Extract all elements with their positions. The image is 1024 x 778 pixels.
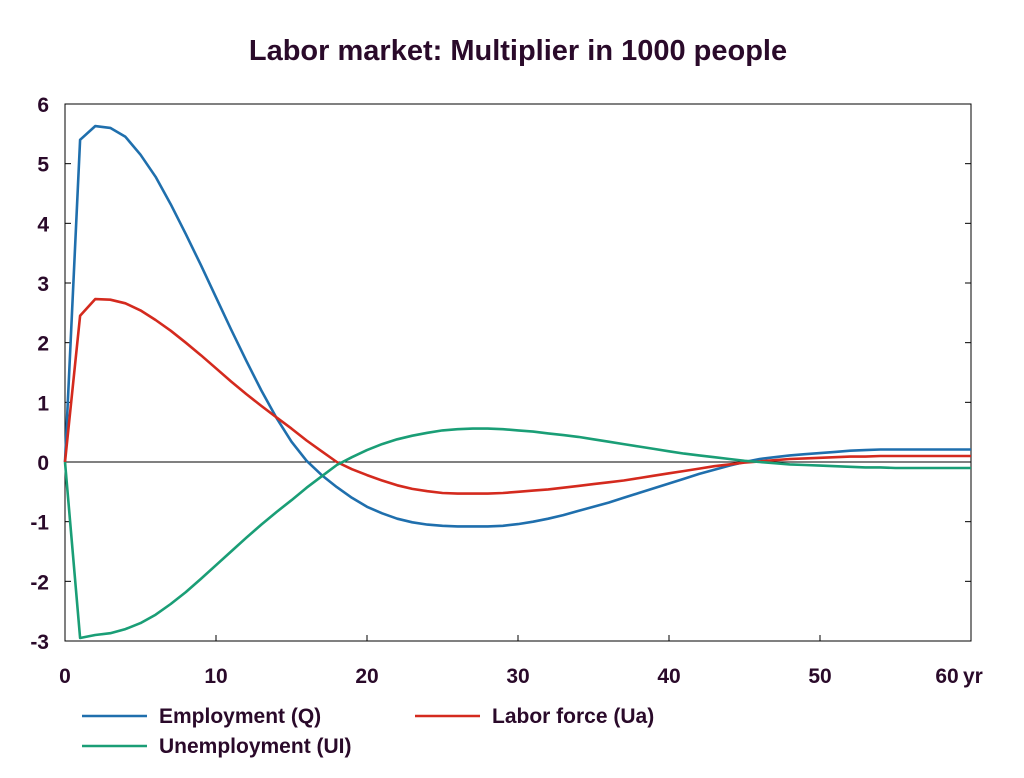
x-tick-label: 0 xyxy=(59,665,71,688)
series-line-1 xyxy=(63,124,971,528)
plot-area xyxy=(64,103,972,642)
legend-label-1: Employment (Q) xyxy=(159,705,321,728)
y-tick-label: 3 xyxy=(37,273,49,296)
y-tick-label: 4 xyxy=(37,213,49,236)
series-line-3 xyxy=(63,427,971,640)
x-axis-unit: yr xyxy=(963,665,983,688)
y-tick-label: 6 xyxy=(37,94,49,117)
y-tick-label: 0 xyxy=(37,452,49,475)
y-tick-label: 5 xyxy=(37,154,49,177)
x-tick-label: 40 xyxy=(657,665,680,688)
series-lines xyxy=(63,124,971,640)
legend-label-3: Unemployment (UI) xyxy=(159,735,352,758)
x-tick-label: 10 xyxy=(204,665,227,688)
x-tick-label: 60 xyxy=(935,665,958,688)
y-tick-label: 1 xyxy=(37,392,49,415)
y-axis: -3 -2 -1 0 1 2 3 4 5 6 xyxy=(30,94,971,654)
y-tick-label: -2 xyxy=(30,571,49,594)
legend-label-2: Labor force (Ua) xyxy=(492,705,654,728)
x-axis: 0 10 20 30 40 50 60 yr xyxy=(59,635,983,688)
y-tick-label: -3 xyxy=(30,631,49,654)
y-tick-label: 2 xyxy=(37,333,49,356)
x-tick-label: 50 xyxy=(808,665,831,688)
chart-title: Labor market: Multiplier in 1000 people xyxy=(249,35,787,67)
x-tick-label: 20 xyxy=(355,665,378,688)
legend: Employment (Q) Labor force (Ua) Unemployme… xyxy=(82,705,654,758)
x-tick-label: 30 xyxy=(506,665,529,688)
series-line-2 xyxy=(63,297,971,495)
y-tick-label: -1 xyxy=(30,512,49,535)
